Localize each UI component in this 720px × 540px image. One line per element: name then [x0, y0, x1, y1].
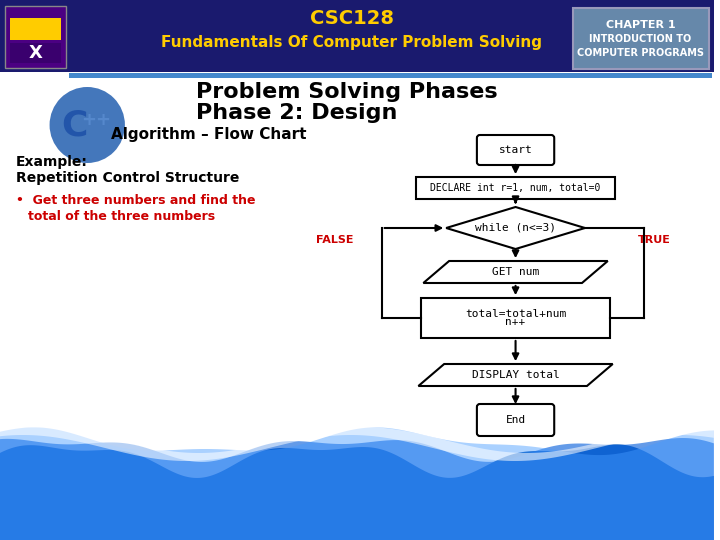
Text: Phase 2: Design: Phase 2: Design	[197, 103, 397, 123]
Text: C: C	[61, 108, 88, 142]
Text: INTRODUCTION TO: INTRODUCTION TO	[590, 34, 692, 44]
Text: total=total+num: total=total+num	[465, 309, 566, 319]
Text: X: X	[29, 44, 42, 62]
Bar	[416, 177, 615, 199]
Text: DISPLAY total: DISPLAY total	[472, 370, 559, 380]
Polygon shape	[0, 438, 714, 540]
Text: CSC128: CSC128	[310, 10, 394, 29]
Bar	[10, 43, 61, 63]
FancyBboxPatch shape	[477, 404, 554, 436]
Polygon shape	[573, 8, 709, 69]
Text: FALSE: FALSE	[316, 235, 354, 245]
Text: Algorithm – Flow Chart: Algorithm – Flow Chart	[111, 127, 307, 143]
Text: ++: ++	[81, 111, 111, 129]
Text: Repetition Control Structure: Repetition Control Structure	[16, 171, 239, 185]
Text: End: End	[505, 415, 526, 425]
Bar	[5, 6, 66, 68]
Bar	[10, 18, 61, 40]
Text: •  Get three numbers and find the: • Get three numbers and find the	[16, 193, 256, 206]
Text: total of the three numbers: total of the three numbers	[28, 211, 215, 224]
Polygon shape	[0, 444, 714, 540]
Polygon shape	[418, 364, 613, 386]
Polygon shape	[446, 207, 585, 249]
Text: Problem Solving Phases: Problem Solving Phases	[197, 82, 498, 102]
Text: Example:: Example:	[16, 155, 88, 169]
Text: CHAPTER 1: CHAPTER 1	[606, 20, 675, 30]
FancyBboxPatch shape	[477, 135, 554, 165]
Polygon shape	[423, 261, 608, 283]
Text: COMPUTER PROGRAMS: COMPUTER PROGRAMS	[577, 48, 704, 58]
Polygon shape	[0, 427, 714, 461]
Text: TRUE: TRUE	[638, 235, 671, 245]
Circle shape	[50, 87, 125, 163]
Text: Fundamentals Of Computer Problem Solving: Fundamentals Of Computer Problem Solving	[161, 36, 542, 51]
Text: while (n<=3): while (n<=3)	[475, 223, 556, 233]
Text: n++: n++	[505, 317, 526, 327]
Bar	[69, 73, 712, 78]
Bar	[0, 0, 714, 72]
Bar	[421, 298, 610, 338]
Polygon shape	[0, 427, 714, 540]
Text: DECLARE int r=1, num, total=0: DECLARE int r=1, num, total=0	[431, 183, 600, 193]
Text: GET num: GET num	[492, 267, 539, 277]
Bar	[0, 70, 714, 440]
Text: start: start	[499, 145, 532, 155]
